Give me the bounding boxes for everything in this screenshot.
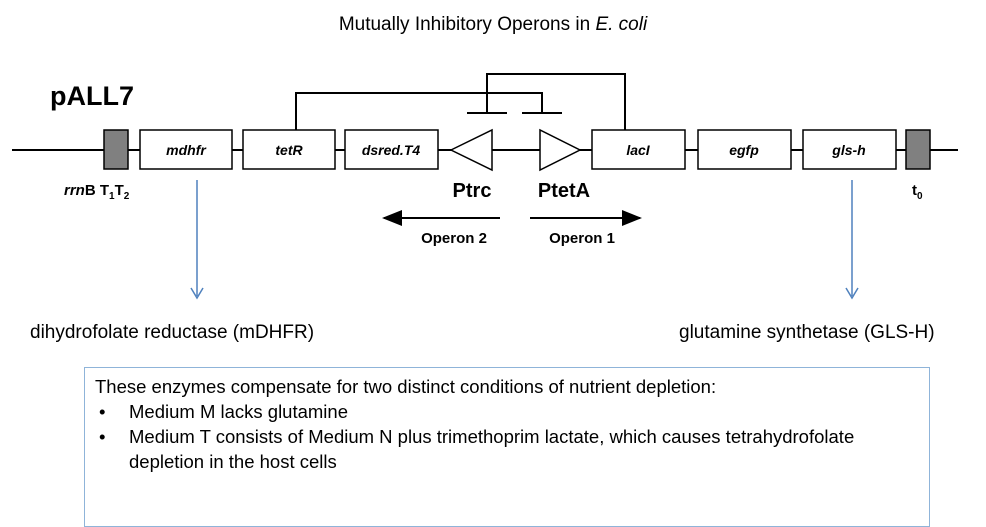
glsh-arrowhead (845, 287, 859, 300)
gene-laci-label: lacI (626, 142, 650, 158)
gene-tetr-label: tetR (275, 142, 303, 158)
ptetA-label: PtetA (538, 180, 590, 202)
gene-egfp-box (697, 129, 792, 170)
gene-dsred-box (344, 129, 439, 170)
info-bullet-item: Medium M lacks glutamine (95, 399, 919, 424)
figure-title: Mutually Inhibitory Operons in E. coli (0, 14, 986, 36)
glsh-product-label: glutamine synthetase (GLS-H) (679, 322, 935, 343)
operon1-label: Operon 1 (549, 230, 615, 247)
rrnb-terminator (103, 129, 129, 170)
rrnb-label: rrnB T1T2 (64, 182, 130, 202)
gene-glsh-box (802, 129, 897, 170)
info-bullet-list: Medium M lacks glutamine Medium T consis… (95, 399, 919, 474)
mdhfr-arrowhead (190, 287, 204, 300)
title-organism: E. coli (595, 14, 648, 35)
mdhfr-product-label: dihydrofolate reductase (mDHFR) (30, 322, 315, 343)
t0-terminator (905, 129, 931, 170)
gene-mdhfr-box (139, 129, 233, 170)
info-bullet-item: Medium T consists of Medium N plus trime… (95, 424, 919, 474)
gene-tetr-box (242, 129, 336, 170)
plasmid-diagram: pALL7 mdhfr tetR dsred.T4 lacI egfp gls-… (12, 73, 958, 300)
gene-laci-box (591, 129, 686, 170)
ptrc-promoter-arrow (449, 128, 493, 172)
info-box: These enzymes compensate for two distinc… (84, 367, 930, 527)
gene-dsred-label: dsred.T4 (362, 142, 421, 158)
laci-repression-line (486, 73, 626, 130)
gene-mdhfr-label: mdhfr (166, 142, 207, 158)
info-heading: These enzymes compensate for two distinc… (95, 376, 717, 397)
gene-egfp-label: egfp (729, 142, 759, 158)
tetr-repression-line (295, 92, 543, 130)
operon2-label: Operon 2 (421, 230, 487, 247)
ptetA-promoter-arrow (539, 128, 582, 172)
t0-label: t0 (912, 182, 923, 202)
ptrc-label: Ptrc (453, 180, 492, 202)
title-text: Mutually Inhibitory Operons in (338, 14, 596, 35)
gene-glsh-label: gls-h (831, 142, 865, 158)
plasmid-name: pALL7 (50, 81, 134, 111)
